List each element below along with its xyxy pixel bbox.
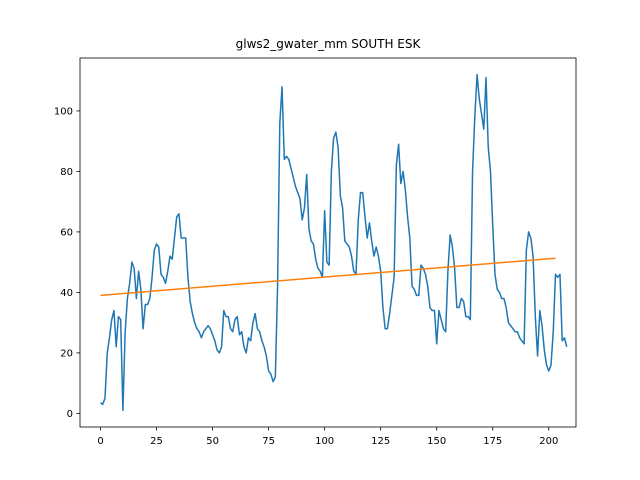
series-line-1 [100, 73, 568, 412]
x-tick-label: 125 [371, 436, 390, 447]
x-axis: 0 25 50 75 100 125 150 175 200 [97, 427, 558, 447]
x-tick-label: 100 [315, 436, 334, 447]
y-tick-label: 100 [54, 106, 73, 117]
x-tick-label: 0 [97, 436, 103, 447]
y-tick-label: 60 [60, 227, 73, 238]
y-tick-label: 0 [67, 409, 73, 420]
plot-area [100, 73, 568, 412]
axes-frame [79, 57, 577, 428]
series-line-2 [100, 257, 556, 297]
x-tick-label: 75 [262, 436, 275, 447]
x-tick-label: 25 [150, 436, 163, 447]
y-axis: 0 20 40 60 80 100 [54, 106, 80, 420]
x-tick-label: 175 [483, 436, 502, 447]
chart-title: glws2_gwater_mm SOUTH ESK [236, 37, 422, 51]
y-tick-label: 40 [60, 288, 73, 299]
y-tick-label: 80 [60, 167, 73, 178]
y-tick-label: 20 [60, 348, 73, 359]
x-tick-label: 50 [206, 436, 219, 447]
x-tick-label: 200 [539, 436, 558, 447]
x-tick-label: 150 [427, 436, 446, 447]
